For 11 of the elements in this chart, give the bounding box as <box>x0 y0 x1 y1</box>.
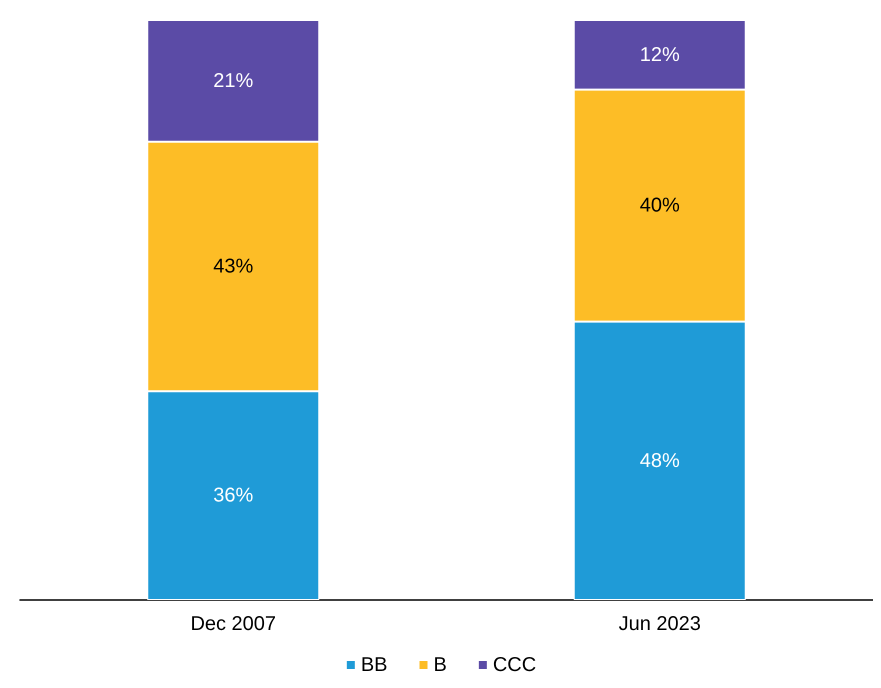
legend-label: CCC <box>492 654 536 676</box>
data-label: 12% <box>640 44 680 66</box>
data-label: 36% <box>213 484 254 507</box>
data-label: 21% <box>213 70 254 92</box>
x-tick-label: Jun 2023 <box>618 613 701 635</box>
data-label: 40% <box>640 194 680 217</box>
data-label: 43% <box>213 256 254 278</box>
legend-label: B <box>434 654 447 676</box>
x-tick-label: Dec 2007 <box>190 613 276 635</box>
legend-label: BB <box>360 654 388 676</box>
data-label: 48% <box>640 450 680 472</box>
